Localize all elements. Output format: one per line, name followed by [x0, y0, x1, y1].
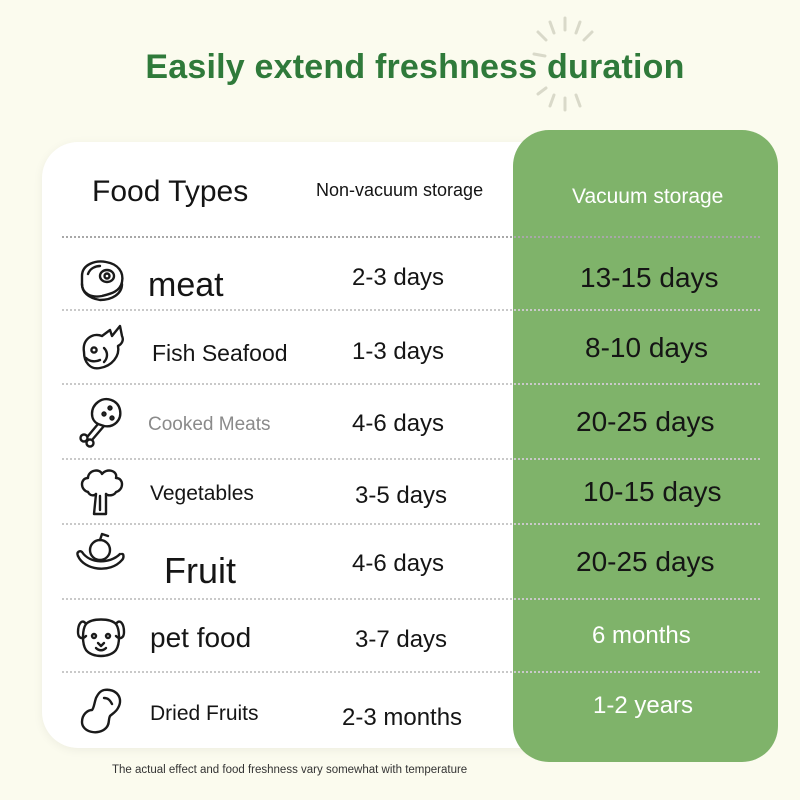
- vacuum-duration: 10-15 days: [583, 476, 722, 507]
- food-label: Fruit: [164, 550, 236, 591]
- non-vacuum-duration: 2-3 days: [352, 264, 445, 291]
- table-row: Fruit 4-6 days 20-25 days: [0, 532, 800, 592]
- table-row: Dried Fruits 2-3 months 1-2 years: [0, 682, 800, 742]
- non-vacuum-duration: 3-7 days: [355, 626, 448, 653]
- vacuum-duration: 6 months: [592, 622, 691, 649]
- vacuum-column-highlight: [513, 130, 778, 762]
- row-divider: [62, 383, 760, 385]
- vacuum-duration: 8-10 days: [585, 332, 708, 363]
- header-vacuum: Vacuum storage: [572, 185, 724, 208]
- food-label: Dried Fruits: [150, 702, 259, 725]
- row-divider: [62, 671, 760, 673]
- vacuum-duration: 20-25 days: [576, 546, 715, 577]
- food-label: Cooked Meats: [148, 414, 271, 435]
- non-vacuum-duration: 2-3 months: [342, 704, 463, 731]
- dog-icon: [76, 618, 126, 658]
- row-divider: [62, 598, 760, 600]
- vacuum-duration: 1-2 years: [593, 692, 694, 719]
- footnote: The actual effect and food freshness var…: [112, 764, 468, 776]
- table-row: Cooked Meats 4-6 days 20-25 days: [0, 392, 800, 452]
- broccoli-icon: [80, 469, 124, 516]
- meat-icon: [80, 260, 124, 302]
- table-row: Fish Seafood 1-3 days 8-10 days: [0, 320, 800, 380]
- non-vacuum-duration: 4-6 days: [352, 410, 445, 437]
- non-vacuum-duration: 4-6 days: [352, 550, 445, 577]
- peanut-icon: [80, 688, 122, 734]
- non-vacuum-duration: 1-3 days: [352, 338, 445, 365]
- sparkle-rays-icon: [532, 16, 594, 112]
- page-title: Easily extend freshness duration: [145, 48, 685, 86]
- vacuum-duration: 20-25 days: [576, 406, 715, 437]
- table-row: Vegetables 3-5 days 10-15 days: [0, 462, 800, 522]
- food-label: meat: [148, 266, 224, 304]
- header-food-types: Food Types: [92, 175, 249, 208]
- food-label: Fish Seafood: [152, 340, 288, 366]
- header-non-vacuum: Non-vacuum storage: [316, 180, 484, 200]
- row-divider: [62, 523, 760, 525]
- food-label: pet food: [150, 622, 252, 653]
- non-vacuum-duration: 3-5 days: [355, 482, 448, 509]
- fish-icon: [82, 324, 124, 370]
- row-divider: [62, 458, 760, 460]
- row-divider: [62, 309, 760, 311]
- food-label: Vegetables: [150, 482, 254, 505]
- table-row: pet food 3-7 days 6 months: [0, 608, 800, 668]
- drumstick-icon: [79, 398, 122, 448]
- fruit-icon: [76, 532, 125, 570]
- vacuum-duration: 13-15 days: [580, 262, 719, 293]
- table-row: meat 2-3 days 13-15 days: [0, 248, 800, 308]
- header-divider: [62, 236, 760, 238]
